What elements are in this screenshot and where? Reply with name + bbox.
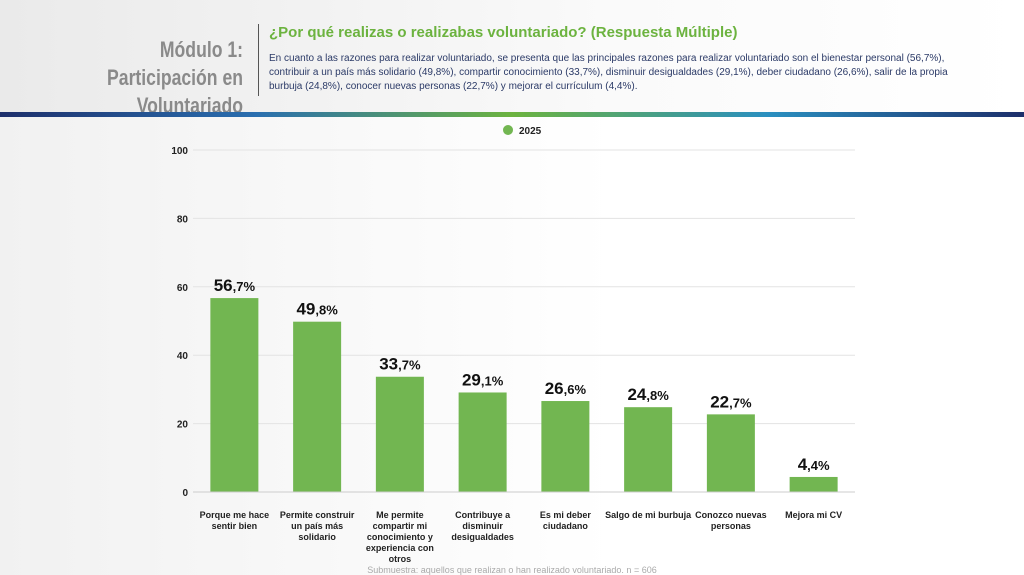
data-label-int: 49	[296, 300, 315, 319]
footnote: Submuestra: aquellos que realizan o han …	[367, 565, 657, 575]
bar	[210, 298, 259, 492]
x-tick-label: Permite construir un país más solidario	[279, 510, 355, 542]
data-label-dec: ,1%	[481, 373, 504, 388]
data-label-dec: ,7%	[398, 358, 421, 373]
y-tick-label: 80	[177, 214, 189, 225]
data-label: 24,8%	[627, 385, 669, 404]
legend-label: 2025	[519, 126, 542, 137]
bar	[541, 401, 590, 492]
y-tick-label: 40	[177, 351, 189, 362]
bar	[789, 476, 838, 492]
data-label-int: 29	[462, 370, 481, 389]
x-tick-label: Salgo de mi burbuja	[605, 510, 692, 520]
chart-question-title: ¿Por qué realizas o realizabas voluntari…	[269, 24, 738, 41]
legend-marker	[503, 125, 513, 135]
data-label-dec: ,6%	[564, 382, 587, 397]
bar	[375, 376, 424, 492]
header	[0, 0, 1024, 112]
x-tick-label: Conozco nuevas personas	[695, 510, 767, 531]
data-label-dec: ,7%	[729, 395, 752, 410]
data-label-int: 22	[710, 392, 729, 411]
description: En cuanto a las razones para realizar vo…	[269, 53, 948, 92]
data-label: 22,7%	[710, 392, 752, 411]
gradient-band	[0, 112, 1024, 117]
data-label-dec: ,8%	[315, 303, 338, 318]
data-label: 26,6%	[545, 379, 587, 398]
divider	[258, 24, 259, 96]
data-label-int: 24	[627, 385, 646, 404]
data-label-dec: ,8%	[646, 388, 669, 403]
x-tick-label: Porque me hace sentir bien	[199, 510, 270, 531]
data-label-int: 56	[214, 276, 233, 295]
x-tick-label: Es mi deber ciudadano	[539, 510, 591, 531]
data-label: 49,8%	[296, 300, 338, 319]
y-tick-label: 0	[182, 488, 188, 499]
x-tick-label: Me permite compartir mi conocimiento y e…	[365, 510, 434, 564]
data-label-dec: ,4%	[807, 458, 830, 473]
bar	[624, 407, 673, 492]
y-tick-label: 60	[177, 283, 189, 294]
y-tick-label: 100	[171, 146, 188, 157]
bar	[706, 414, 755, 492]
y-tick-label: 20	[177, 420, 189, 431]
data-label-int: 26	[545, 379, 564, 398]
module-line1: Módulo 1:	[159, 37, 243, 62]
data-label-int: 4	[798, 455, 808, 474]
data-label-int: 33	[379, 355, 398, 374]
data-label: 33,7%	[379, 355, 421, 374]
data-label: 29,1%	[462, 370, 504, 389]
x-tick-label: Contribuye a disminuir desigualdades	[451, 510, 514, 542]
data-label: 4,4%	[798, 455, 830, 474]
bar	[293, 321, 342, 492]
data-label: 56,7%	[214, 276, 256, 295]
x-tick-label: Mejora mi CV	[785, 510, 843, 520]
data-label-dec: ,7%	[233, 279, 256, 294]
bar	[458, 392, 507, 492]
